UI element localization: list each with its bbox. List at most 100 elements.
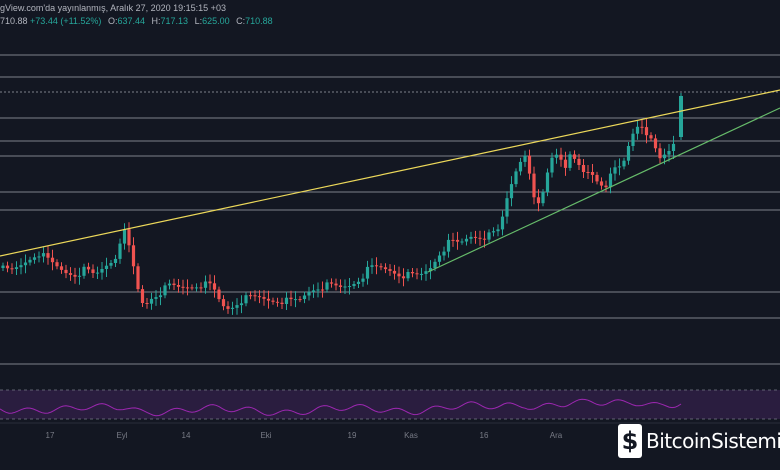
candle — [14, 261, 19, 275]
candle — [32, 253, 37, 264]
candle — [275, 297, 280, 307]
candle — [437, 251, 442, 266]
x-tick-label: Ara — [550, 431, 563, 440]
candle — [185, 279, 190, 296]
candle — [127, 222, 131, 253]
x-tick-label: 14 — [182, 431, 191, 440]
candle — [208, 274, 212, 291]
candle — [176, 279, 181, 293]
candle — [604, 180, 608, 193]
x-tick-label: Kas — [404, 431, 418, 440]
candle — [136, 263, 140, 293]
candle — [658, 143, 662, 164]
candle — [145, 298, 149, 309]
rsi-panel — [0, 389, 780, 420]
candle — [118, 238, 122, 264]
candle — [577, 153, 581, 170]
candle — [365, 260, 370, 285]
candle — [667, 144, 671, 162]
candle — [5, 261, 10, 273]
candle — [586, 165, 590, 179]
low-label: L: — [194, 16, 203, 26]
candle — [388, 264, 392, 276]
candle — [419, 267, 424, 281]
candle — [23, 254, 28, 274]
candle — [190, 284, 194, 291]
candle — [91, 264, 95, 278]
candle — [248, 291, 253, 300]
candle — [212, 275, 217, 298]
candle — [338, 279, 343, 293]
candle — [230, 301, 235, 315]
candle — [370, 258, 374, 274]
candle — [613, 160, 617, 181]
candle — [514, 168, 518, 188]
candle — [541, 189, 545, 207]
candle — [77, 267, 82, 285]
candle — [226, 301, 230, 314]
high-label: H: — [151, 16, 161, 26]
rsi-band — [0, 390, 780, 419]
candle — [356, 277, 361, 288]
price-change: +73.44 (+11.52%) — [30, 16, 102, 26]
price-value: 710.88 — [0, 16, 28, 26]
candle — [320, 281, 325, 298]
candle — [113, 254, 118, 267]
candle — [41, 247, 46, 263]
candle — [401, 268, 406, 287]
candle — [446, 233, 451, 258]
candle — [631, 128, 635, 151]
last-candle — [679, 93, 683, 140]
candle — [644, 119, 649, 144]
candle — [253, 290, 257, 302]
candle — [406, 269, 410, 282]
candle — [73, 267, 77, 284]
rsi-line — [0, 398, 682, 417]
candle — [181, 279, 185, 295]
candle — [131, 237, 136, 275]
candle — [122, 223, 127, 250]
candle — [343, 279, 347, 294]
candle — [257, 290, 262, 304]
candle — [217, 286, 221, 303]
candle — [221, 295, 226, 311]
candle — [302, 291, 307, 304]
candle — [550, 152, 554, 178]
candle — [460, 238, 464, 245]
publish-info: gView.com'da yayınlanmış, Aralık 27, 202… — [0, 3, 226, 13]
candle — [28, 256, 32, 266]
candle — [289, 290, 293, 307]
candle — [203, 275, 208, 294]
candle — [374, 257, 379, 275]
candle — [244, 292, 248, 307]
candle — [59, 262, 64, 274]
candle — [266, 290, 271, 309]
horizontal-levels — [0, 54, 780, 365]
candle — [95, 266, 100, 279]
candle — [397, 266, 401, 284]
candle — [140, 285, 145, 307]
candle — [109, 260, 113, 269]
candle — [167, 279, 172, 290]
candle — [100, 262, 104, 280]
candle — [1, 262, 5, 271]
candle — [563, 151, 568, 176]
candle — [496, 224, 500, 237]
candle — [347, 278, 352, 295]
time-axis: 17 Eyl 14 Eki 19 Kas 16 Ara — [46, 431, 563, 440]
candle — [68, 267, 73, 281]
candle — [298, 296, 302, 303]
candle — [280, 297, 284, 309]
candle — [635, 120, 640, 140]
candle — [392, 264, 397, 280]
candle — [82, 263, 86, 279]
candle — [415, 268, 419, 280]
candle — [46, 246, 50, 265]
candle — [622, 157, 626, 170]
candle — [194, 283, 199, 292]
candle — [482, 230, 487, 248]
candle — [50, 249, 55, 271]
high-value: 717.13 — [160, 16, 189, 26]
candle — [572, 150, 577, 163]
